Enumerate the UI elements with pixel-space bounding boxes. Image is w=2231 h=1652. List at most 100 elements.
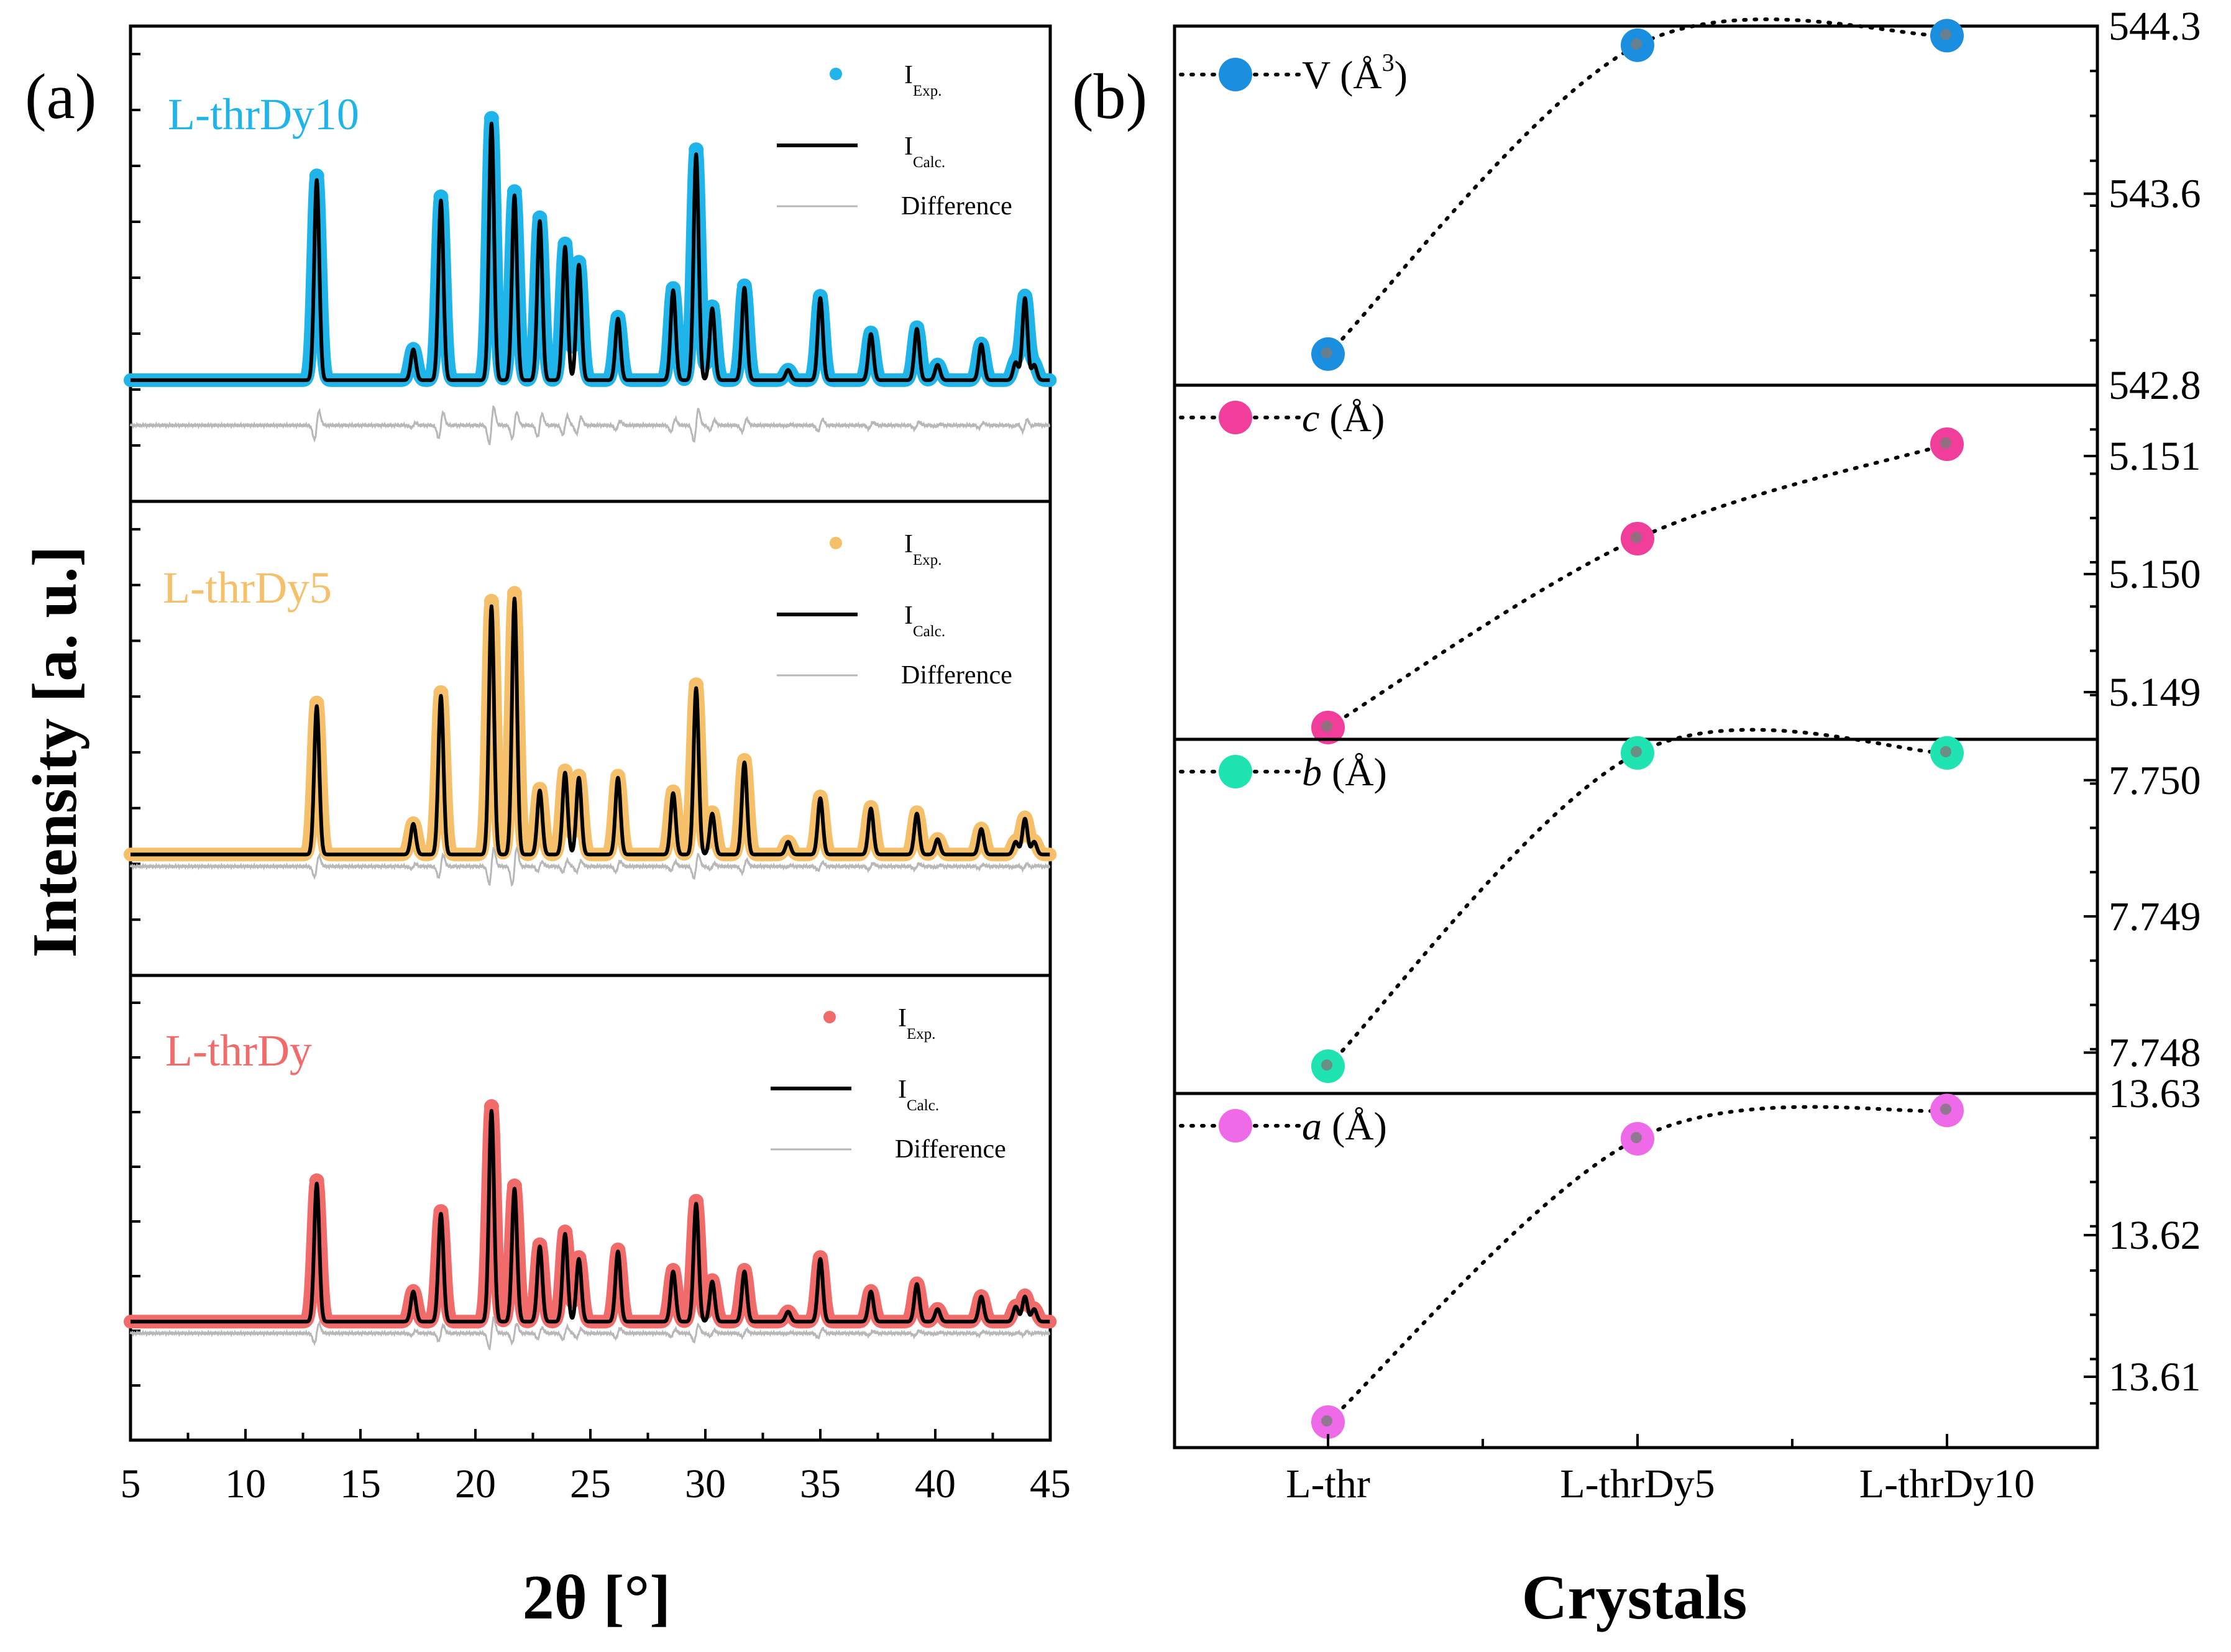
- legend-exp-label: IExp.: [904, 61, 942, 99]
- exp-point: [506, 184, 522, 199]
- legend-marker: [1219, 58, 1252, 91]
- y-tick-label: 7.749: [2109, 894, 2201, 939]
- xrd-subplot-l-thrdy10: L-thrDy10 IExp. ICalc. Difference: [124, 24, 1057, 503]
- y-tick-label: 5.151: [2109, 434, 2201, 479]
- legend-exp-marker: [830, 537, 842, 549]
- y-tick-label: 13.61: [2109, 1354, 2201, 1400]
- x-tick-label: 30: [685, 1461, 726, 1507]
- y-tick-label: 544.3: [2109, 4, 2201, 49]
- calc-line-l-thrdy: [129, 1109, 1051, 1324]
- x-tick-label: 5: [121, 1461, 141, 1507]
- y-tick-label: 7.748: [2109, 1030, 2201, 1075]
- exp-point: [309, 168, 324, 184]
- exp-point: [532, 210, 547, 226]
- y-tick-label: 5.149: [2109, 670, 2201, 715]
- panel-b-x-ticks: L-thr L-thrDy5 L-thrDy10: [1286, 1434, 2035, 1507]
- trend-line-v: [1326, 17, 1949, 356]
- lattice-subplot-a: 13.61 13.62 13.63 a (Å): [1173, 1071, 2201, 1449]
- trend-line-b: [1326, 728, 1949, 1069]
- panel-a-xrd-patterns: (a) Intensity [a. u.] 2θ [°] L-thrDy 10 IE…: [20, 24, 1071, 1633]
- exp-point: [483, 111, 499, 126]
- legend-diff-label: Difference: [901, 192, 1012, 221]
- point-center: [1631, 746, 1642, 757]
- lattice-subplot-b: 7.748 7.749 7.750 b (Å): [1173, 728, 2201, 1095]
- point-center: [1321, 1415, 1332, 1426]
- legend-exp-label: IExp.: [898, 1004, 936, 1043]
- panel-b-letter: (b): [1072, 61, 1147, 132]
- panel-b-x-axis-label: Crystals: [1522, 1563, 1748, 1633]
- point-center: [1940, 437, 1951, 449]
- legend-calc-label: ICalc.: [904, 132, 945, 171]
- panel-a-x-axis-label: 2θ [°]: [523, 1563, 671, 1633]
- exp-point: [689, 677, 704, 693]
- x-tick-label: 15: [340, 1461, 381, 1507]
- point-center: [1321, 721, 1332, 732]
- point-center: [1631, 38, 1642, 50]
- legend-exp-marker: [823, 1011, 836, 1023]
- panel-b-subplots: 542.8 543.6 544.3 V (Å3) 5.149 5.150 5.151 c (Å…: [1173, 4, 2201, 1449]
- point-center: [1940, 1103, 1951, 1115]
- point-center: [1321, 1059, 1332, 1071]
- exp-point: [506, 1178, 522, 1193]
- legend-calc-label: ICalc.: [904, 601, 945, 640]
- y-tick-label: 13.63: [2109, 1071, 2201, 1116]
- exp-point: [309, 1173, 324, 1189]
- x-tick-label-l-thr: L-thr: [1286, 1461, 1370, 1507]
- difference-line-l-thrdy: [129, 1315, 1051, 1351]
- x-tick-label: 35: [800, 1461, 841, 1507]
- sample-label-l-thrdy: L-thrDy: [165, 1026, 312, 1075]
- legend-label-v: V (Å3): [1302, 48, 1408, 97]
- y-tick-label: 7.750: [2109, 758, 2201, 803]
- legend-label-a: a (Å): [1302, 1104, 1387, 1148]
- exp-point: [689, 142, 704, 158]
- calc-line-l-thrdy5: [129, 596, 1051, 857]
- x-tick-label: 40: [915, 1461, 956, 1507]
- legend-marker: [1219, 755, 1252, 788]
- legend-marker: [1219, 1109, 1252, 1143]
- legend-exp-label: IExp.: [904, 530, 942, 568]
- difference-line-l-thrdy5: [129, 846, 1051, 887]
- legend-calc-label: ICalc.: [898, 1075, 939, 1114]
- legend-label-c: c (Å): [1302, 396, 1385, 440]
- x-tick-label: 45: [1030, 1461, 1071, 1507]
- calc-line-l-thrdy10: [129, 121, 1051, 382]
- exp-point: [433, 685, 449, 700]
- lattice-subplot-v: 542.8 543.6 544.3 V (Å3): [1173, 4, 2201, 408]
- xrd-subplot-l-thrdy: L-thrDy IExp. ICalc. Difference: [124, 974, 1057, 1442]
- panel-a-y-axis-label: Intensity [a. u.]: [20, 545, 90, 957]
- x-tick-label: 25: [570, 1461, 611, 1507]
- exp-point: [483, 593, 499, 609]
- x-tick-label: 10: [225, 1461, 266, 1507]
- y-tick-label: 5.150: [2109, 552, 2201, 597]
- panel-a-letter: (a): [25, 61, 96, 132]
- exp-point: [506, 586, 522, 601]
- xrd-subplot-l-thrdy5: L-thrDy5 IExp. ICalc. Difference: [124, 500, 1057, 977]
- point-center: [1940, 746, 1951, 757]
- lattice-subplot-c: 5.149 5.150 5.151 c (Å): [1173, 383, 2201, 744]
- legend-exp-marker: [830, 68, 842, 80]
- sample-label-l-thrdy5: L-thrDy5: [163, 563, 332, 613]
- legend-diff-label: Difference: [895, 1135, 1006, 1164]
- legend-label-b: b (Å): [1302, 750, 1387, 794]
- legend-diff-label: Difference: [901, 661, 1012, 690]
- exp-point: [309, 695, 324, 711]
- exp-point: [483, 1099, 499, 1115]
- point-center: [1321, 347, 1332, 358]
- x-tick-label: 20: [455, 1461, 496, 1507]
- exp-point: [433, 189, 449, 204]
- y-tick-label: 543.6: [2109, 171, 2201, 217]
- panel-a-subplots: L-thrDy10 IExp. ICalc. Difference L-thrDy5 IE…: [124, 24, 1057, 1442]
- y-tick-label: 13.62: [2109, 1213, 2201, 1258]
- point-center: [1631, 532, 1642, 543]
- point-center: [1631, 1131, 1642, 1143]
- y-tick-label: 542.8: [2109, 363, 2201, 408]
- panel-a-x-ticks: 5 10 15 20 25 30 35 40 45: [121, 1429, 1071, 1507]
- exp-point: [557, 236, 573, 252]
- trend-line-c: [1326, 442, 1949, 729]
- point-center: [1940, 29, 1951, 40]
- x-tick-label-l-thrdy5: L-thrDy5: [1560, 1461, 1715, 1507]
- legend-marker: [1219, 401, 1252, 434]
- difference-line-l-thrdy10: [129, 404, 1051, 446]
